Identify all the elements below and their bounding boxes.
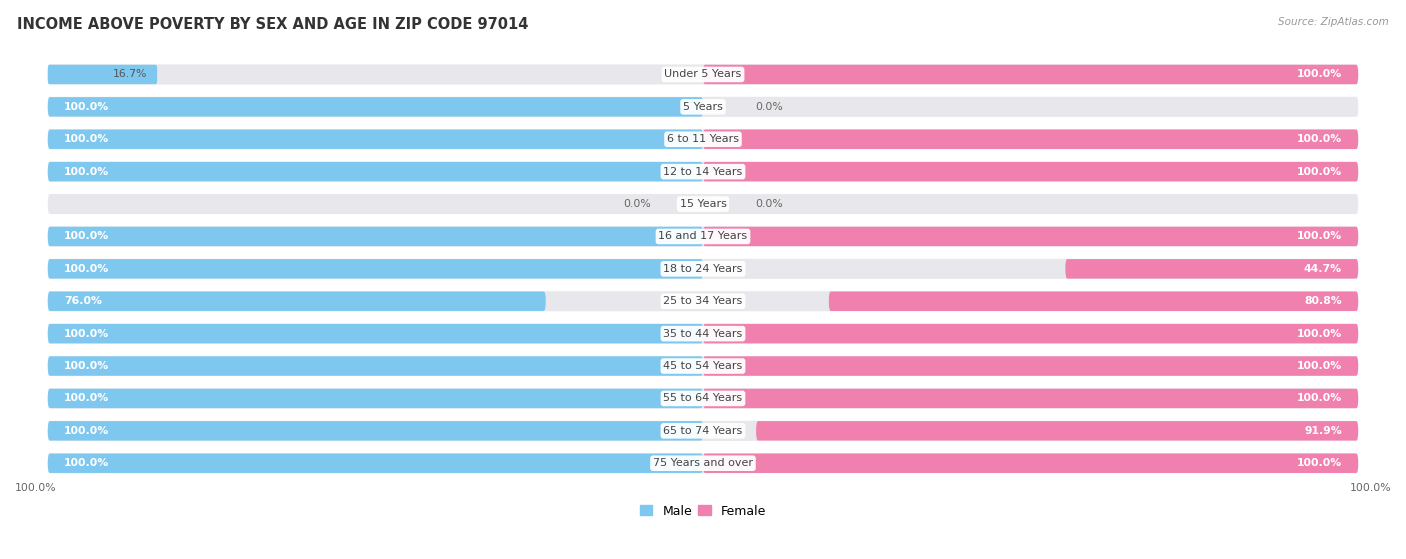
Text: 25 to 34 Years: 25 to 34 Years [664, 296, 742, 306]
FancyBboxPatch shape [48, 129, 1358, 149]
FancyBboxPatch shape [703, 389, 1358, 408]
Text: 100.0%: 100.0% [65, 231, 110, 241]
FancyBboxPatch shape [48, 389, 703, 408]
FancyBboxPatch shape [48, 259, 1358, 279]
FancyBboxPatch shape [48, 453, 703, 473]
Text: 100.0%: 100.0% [1296, 134, 1341, 144]
FancyBboxPatch shape [48, 162, 703, 181]
Text: 100.0%: 100.0% [1296, 329, 1341, 339]
Text: 100.0%: 100.0% [65, 458, 110, 468]
Text: 100.0%: 100.0% [65, 426, 110, 436]
Text: 35 to 44 Years: 35 to 44 Years [664, 329, 742, 339]
Text: 15 Years: 15 Years [679, 199, 727, 209]
Text: 100.0%: 100.0% [65, 264, 110, 274]
Text: 100.0%: 100.0% [1296, 361, 1341, 371]
FancyBboxPatch shape [48, 421, 703, 440]
FancyBboxPatch shape [48, 453, 1358, 473]
FancyBboxPatch shape [48, 97, 703, 117]
FancyBboxPatch shape [48, 259, 703, 278]
FancyBboxPatch shape [48, 291, 1358, 311]
Text: 0.0%: 0.0% [623, 199, 651, 209]
Text: 100.0%: 100.0% [1296, 69, 1341, 79]
Text: 100.0%: 100.0% [65, 167, 110, 177]
FancyBboxPatch shape [48, 421, 1358, 441]
FancyBboxPatch shape [48, 226, 1358, 247]
Text: 100.0%: 100.0% [1296, 458, 1341, 468]
Text: INCOME ABOVE POVERTY BY SEX AND AGE IN ZIP CODE 97014: INCOME ABOVE POVERTY BY SEX AND AGE IN Z… [17, 17, 529, 32]
FancyBboxPatch shape [703, 130, 1358, 149]
Text: 100.0%: 100.0% [1296, 231, 1341, 241]
FancyBboxPatch shape [703, 356, 1358, 376]
Text: 100.0%: 100.0% [65, 394, 110, 404]
Text: 100.0%: 100.0% [65, 329, 110, 339]
FancyBboxPatch shape [48, 64, 1358, 84]
Text: 100.0%: 100.0% [1296, 167, 1341, 177]
Text: 80.8%: 80.8% [1305, 296, 1341, 306]
FancyBboxPatch shape [48, 227, 703, 246]
Text: 16.7%: 16.7% [112, 69, 148, 79]
Text: 100.0%: 100.0% [65, 134, 110, 144]
Legend: Male, Female: Male, Female [636, 500, 770, 523]
Text: Source: ZipAtlas.com: Source: ZipAtlas.com [1278, 17, 1389, 27]
FancyBboxPatch shape [1066, 259, 1358, 278]
FancyBboxPatch shape [48, 356, 703, 376]
Text: 100.0%: 100.0% [65, 102, 110, 112]
Text: 45 to 54 Years: 45 to 54 Years [664, 361, 742, 371]
FancyBboxPatch shape [48, 162, 1358, 182]
Text: 16 and 17 Years: 16 and 17 Years [658, 231, 748, 241]
Text: 55 to 64 Years: 55 to 64 Years [664, 394, 742, 404]
Text: 76.0%: 76.0% [65, 296, 103, 306]
Text: 0.0%: 0.0% [755, 199, 783, 209]
Text: 100.0%: 100.0% [15, 482, 56, 492]
FancyBboxPatch shape [48, 389, 1358, 409]
Text: 91.9%: 91.9% [1305, 426, 1341, 436]
Text: 5 Years: 5 Years [683, 102, 723, 112]
FancyBboxPatch shape [703, 324, 1358, 343]
Text: 18 to 24 Years: 18 to 24 Years [664, 264, 742, 274]
FancyBboxPatch shape [48, 65, 157, 84]
Text: 6 to 11 Years: 6 to 11 Years [666, 134, 740, 144]
FancyBboxPatch shape [48, 130, 703, 149]
Text: Under 5 Years: Under 5 Years [665, 69, 741, 79]
FancyBboxPatch shape [756, 421, 1358, 440]
Text: 100.0%: 100.0% [65, 361, 110, 371]
Text: 44.7%: 44.7% [1303, 264, 1341, 274]
FancyBboxPatch shape [703, 453, 1358, 473]
FancyBboxPatch shape [48, 324, 703, 343]
Text: 12 to 14 Years: 12 to 14 Years [664, 167, 742, 177]
Text: 65 to 74 Years: 65 to 74 Years [664, 426, 742, 436]
FancyBboxPatch shape [703, 227, 1358, 246]
FancyBboxPatch shape [48, 194, 1358, 214]
Text: 75 Years and over: 75 Years and over [652, 458, 754, 468]
FancyBboxPatch shape [48, 97, 1358, 117]
FancyBboxPatch shape [48, 324, 1358, 344]
Text: 0.0%: 0.0% [755, 102, 783, 112]
FancyBboxPatch shape [48, 292, 546, 311]
Text: 100.0%: 100.0% [1296, 394, 1341, 404]
FancyBboxPatch shape [48, 356, 1358, 376]
FancyBboxPatch shape [703, 162, 1358, 181]
Text: 100.0%: 100.0% [1350, 482, 1391, 492]
FancyBboxPatch shape [828, 292, 1358, 311]
FancyBboxPatch shape [703, 65, 1358, 84]
